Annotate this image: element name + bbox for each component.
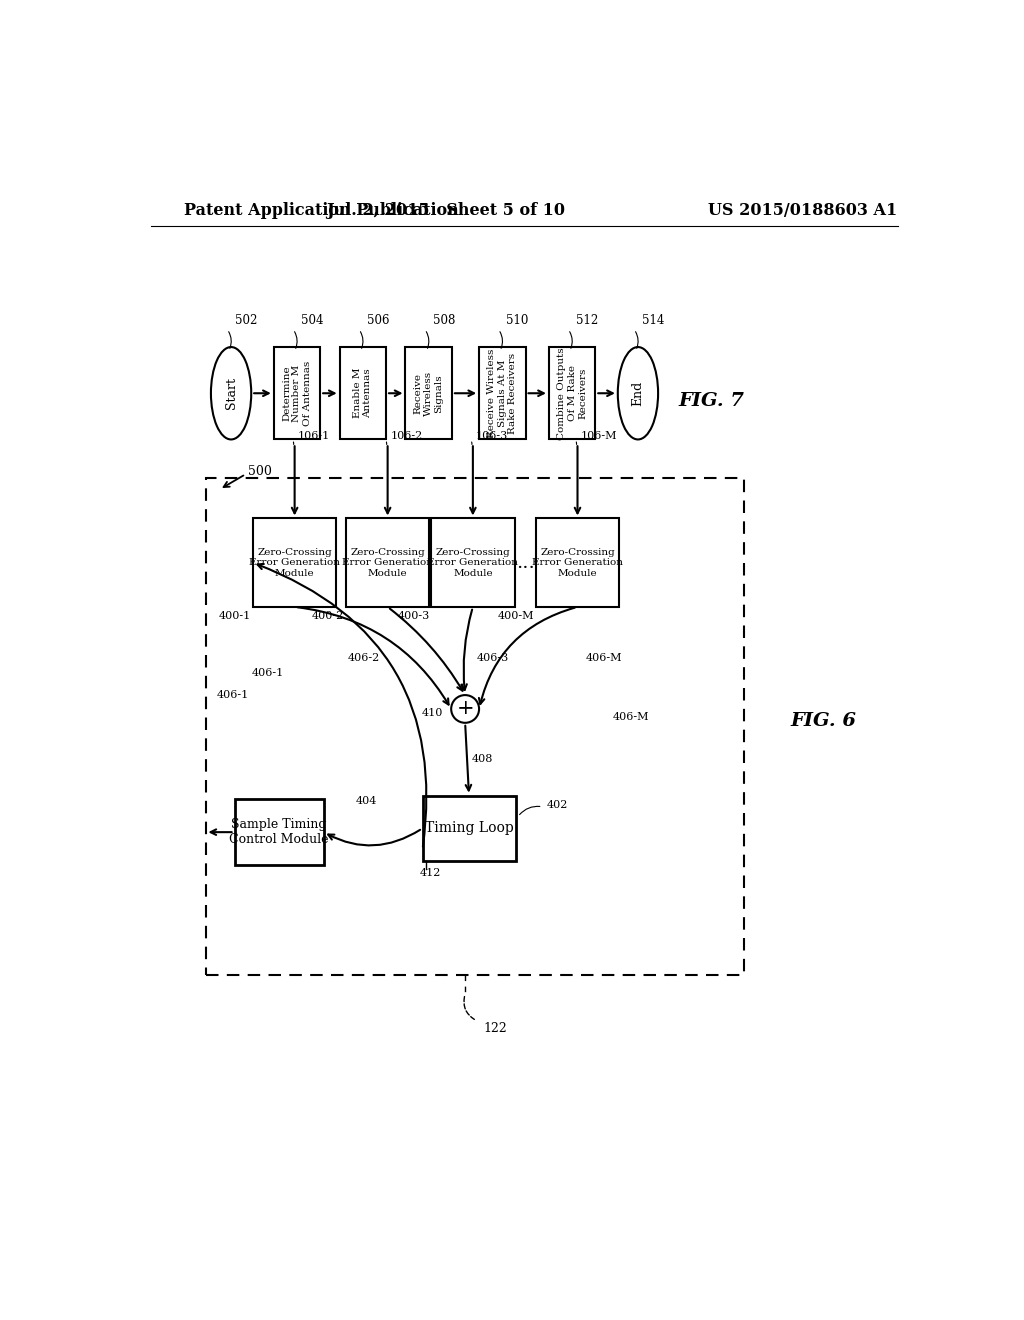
Text: Patent Application Publication: Patent Application Publication — [183, 202, 459, 219]
Bar — [479, 347, 525, 440]
Text: 406-M: 406-M — [586, 653, 622, 663]
Text: Start: Start — [224, 378, 238, 409]
Bar — [536, 519, 620, 607]
Bar — [549, 347, 595, 440]
Bar — [273, 347, 321, 440]
Text: 106-2: 106-2 — [391, 430, 423, 441]
Text: Zero-Crossing
Error Generation
Module: Zero-Crossing Error Generation Module — [342, 548, 433, 578]
Text: 400-2: 400-2 — [312, 611, 344, 622]
Text: +: + — [457, 700, 474, 718]
Text: Determine
Number M
Of Antennas: Determine Number M Of Antennas — [282, 360, 312, 426]
Text: 412: 412 — [420, 867, 441, 878]
Text: Enable M
Antennas: Enable M Antennas — [353, 368, 373, 418]
Text: US 2015/0188603 A1: US 2015/0188603 A1 — [708, 202, 897, 219]
Text: ...: ... — [516, 553, 535, 572]
Text: 400-3: 400-3 — [397, 611, 429, 622]
Text: 402: 402 — [547, 800, 568, 810]
Text: 406-2: 406-2 — [347, 653, 380, 663]
Bar — [234, 800, 324, 865]
Text: 106-3: 106-3 — [476, 430, 508, 441]
Bar — [340, 347, 386, 440]
Text: Zero-Crossing
Error Generation
Module: Zero-Crossing Error Generation Module — [532, 548, 623, 578]
Text: 504: 504 — [301, 314, 324, 326]
Text: FIG. 6: FIG. 6 — [791, 711, 857, 730]
Text: 512: 512 — [575, 314, 598, 326]
Bar — [406, 347, 452, 440]
Text: End: End — [632, 380, 644, 405]
Text: 508: 508 — [432, 314, 455, 326]
Text: 410: 410 — [422, 708, 443, 718]
Text: Zero-Crossing
Error Generation
Module: Zero-Crossing Error Generation Module — [427, 548, 518, 578]
Text: Timing Loop: Timing Loop — [425, 821, 513, 836]
Bar — [346, 519, 429, 607]
Text: 408: 408 — [471, 754, 493, 764]
Text: 404: 404 — [355, 796, 377, 807]
Bar — [431, 519, 515, 607]
Text: 106-1: 106-1 — [298, 430, 330, 441]
Text: Jul. 2, 2015   Sheet 5 of 10: Jul. 2, 2015 Sheet 5 of 10 — [327, 202, 565, 219]
Text: 500: 500 — [248, 465, 272, 478]
Text: 510: 510 — [506, 314, 528, 326]
Text: Receive Wireless
Signals At M
Rake Receivers: Receive Wireless Signals At M Rake Recei… — [487, 348, 517, 438]
Text: Zero-Crossing
Error Generation
Module: Zero-Crossing Error Generation Module — [249, 548, 340, 578]
Text: Sample Timing
Control Module: Sample Timing Control Module — [229, 818, 329, 846]
Bar — [423, 796, 515, 861]
Text: 514: 514 — [642, 314, 665, 326]
Bar — [206, 478, 744, 974]
Text: 106-M: 106-M — [581, 430, 617, 441]
Text: 502: 502 — [234, 314, 257, 326]
Bar — [253, 519, 337, 607]
Text: 400-1: 400-1 — [219, 611, 251, 622]
Text: 506: 506 — [367, 314, 389, 326]
Text: 406-1: 406-1 — [251, 668, 284, 678]
Text: 406-1: 406-1 — [217, 690, 250, 701]
Text: 406-3: 406-3 — [477, 653, 509, 663]
Text: 122: 122 — [483, 1022, 507, 1035]
Text: 406-M: 406-M — [612, 711, 649, 722]
Text: Combine Outputs
Of M Rake
Receivers: Combine Outputs Of M Rake Receivers — [557, 347, 587, 440]
Text: FIG. 7: FIG. 7 — [678, 392, 744, 411]
Text: Receive
Wireless
Signals: Receive Wireless Signals — [414, 371, 443, 416]
Text: 400-M: 400-M — [498, 611, 535, 622]
